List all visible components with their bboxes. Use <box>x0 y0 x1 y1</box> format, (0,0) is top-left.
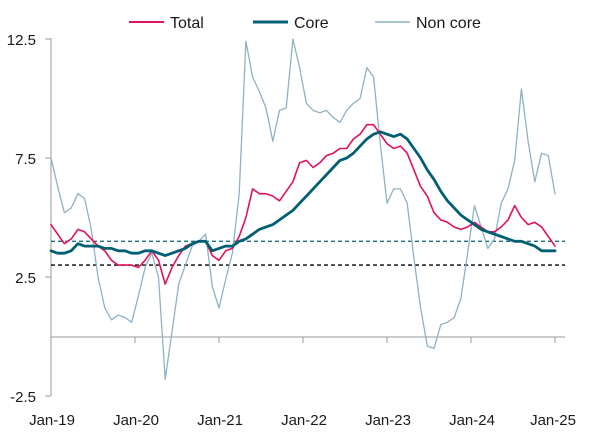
y-axis-ticks: 12.5 7.5 2.5 -2.5 <box>7 32 51 406</box>
legend: Total Core Non core <box>129 15 481 32</box>
reference-lines <box>51 240 565 266</box>
x-tick-label: Jan-25 <box>530 412 576 429</box>
series-lines <box>49 38 557 380</box>
series-line-total <box>50 123 556 285</box>
series-line-core <box>49 130 557 258</box>
x-tick-label: Jan-23 <box>365 412 411 429</box>
legend-label-total: Total <box>170 15 204 32</box>
y-tick-label: 2.5 <box>15 270 36 287</box>
x-axis-ticks: Jan-19 Jan-20 Jan-21 Jan-22 Jan-23 Jan-2… <box>29 337 576 429</box>
legend-label-non-core: Non core <box>416 15 481 32</box>
x-tick-label: Jan-21 <box>197 412 243 429</box>
y-tick-label: 7.5 <box>15 151 36 168</box>
x-tick-label: Jan-20 <box>113 412 159 429</box>
legend-label-core: Core <box>294 15 329 32</box>
y-tick-label: -2.5 <box>10 389 36 406</box>
y-tick-label: 12.5 <box>7 32 36 49</box>
x-tick-label: Jan-19 <box>29 412 75 429</box>
x-tick-label: Jan-24 <box>449 412 495 429</box>
series-line-non-core <box>50 38 556 380</box>
x-tick-label: Jan-22 <box>281 412 327 429</box>
